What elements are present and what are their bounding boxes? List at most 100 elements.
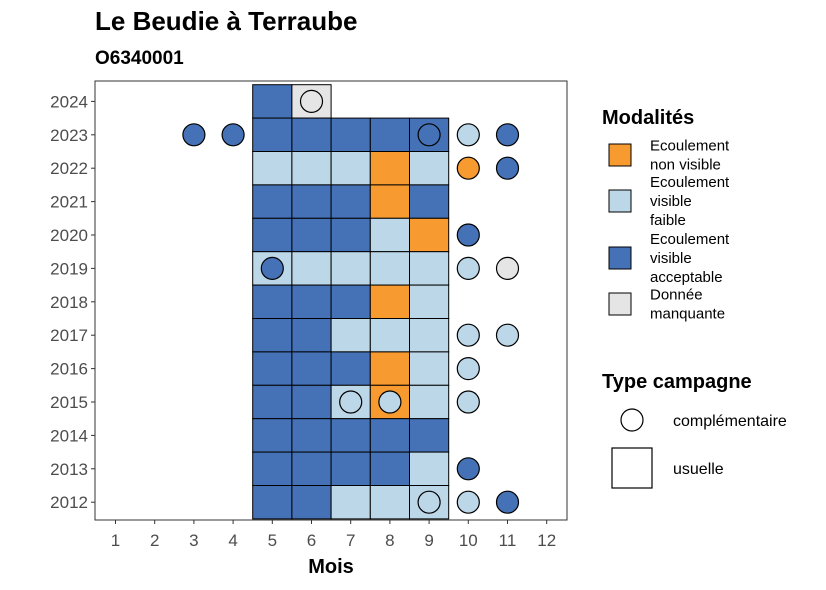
cell-2022-8 <box>369 151 410 186</box>
legend-label-faible-0: Ecoulement <box>650 174 730 191</box>
point-2012-11 <box>495 490 520 514</box>
cell-2018-9 <box>409 284 450 320</box>
x-tick-label-1: 1 <box>111 531 120 550</box>
x-tick-label-3: 3 <box>189 531 198 550</box>
point-2024-6 <box>299 89 324 114</box>
point-2023-4 <box>221 123 245 147</box>
point-2015-10 <box>456 390 480 414</box>
y-tick-label-2018: 2018 <box>50 293 88 312</box>
x-tick-label-2: 2 <box>150 531 159 550</box>
cell-2023-8 <box>369 117 410 152</box>
cell-2018-5 <box>252 284 293 320</box>
cell-2016-8 <box>369 351 410 386</box>
cell-2020-6 <box>291 217 332 253</box>
point-2017-10 <box>456 323 480 347</box>
y-tick-label-2020: 2020 <box>50 226 88 245</box>
y-tick-label-2019: 2019 <box>50 259 88 278</box>
legend-label-acceptable-0: Ecoulement <box>650 231 730 248</box>
cell-2020-9 <box>409 217 450 253</box>
legend-label-non_visible-1: non visible <box>650 157 721 174</box>
point-2023-9 <box>417 123 441 147</box>
cell-2022-9 <box>409 151 450 186</box>
cell-2017-7 <box>330 318 371 353</box>
legend-label-faible-1: visible <box>650 193 692 210</box>
cell-2021-9 <box>409 184 450 219</box>
cell-2013-9 <box>409 451 450 487</box>
point-2016-10 <box>456 357 480 381</box>
cell-2023-5 <box>252 117 293 152</box>
legend-label-complementaire: complémentaire <box>673 413 787 430</box>
cell-2017-9 <box>409 318 450 353</box>
point-2012-10 <box>456 490 480 514</box>
x-tick-label-11: 11 <box>499 531 517 550</box>
legend-type-campagne: Type campagne complémentaire usuelle <box>602 371 787 489</box>
point-2019-5 <box>260 256 284 280</box>
cell-2023-7 <box>330 117 371 152</box>
cell-2018-7 <box>330 284 371 320</box>
cell-2017-6 <box>291 318 332 353</box>
legend-label-acceptable-2: acceptable <box>650 269 723 286</box>
cell-2014-8 <box>369 418 410 453</box>
y-tick-label-2015: 2015 <box>50 393 88 412</box>
point-2023-11 <box>495 123 520 147</box>
legend-key-non_visible <box>608 143 632 167</box>
legend-type-title: Type campagne <box>602 371 752 393</box>
point-2022-10 <box>456 156 480 180</box>
cell-2018-8 <box>369 284 410 320</box>
point-2012-9 <box>417 490 441 514</box>
cell-2018-6 <box>291 284 332 320</box>
y-tick-label-2024: 2024 <box>50 92 88 111</box>
cell-2016-5 <box>252 351 293 386</box>
cell-2014-5 <box>252 418 293 453</box>
legend-modalites-title: Modalités <box>602 107 694 129</box>
legend-label-manquante-1: manquante <box>650 306 725 323</box>
x-tick-label-9: 9 <box>424 531 433 550</box>
x-tick-label-6: 6 <box>307 531 316 550</box>
y-tick-label-2023: 2023 <box>50 126 88 145</box>
cell-2013-6 <box>291 451 332 487</box>
point-2020-10 <box>456 223 480 247</box>
cell-2022-6 <box>291 151 332 186</box>
cell-2012-7 <box>330 485 371 520</box>
usuelle-cells <box>252 84 450 520</box>
y-tick-label-2017: 2017 <box>50 326 88 345</box>
plot-panel <box>94 80 568 521</box>
cell-2023-6 <box>291 117 332 152</box>
legend-label-manquante-0: Donnée <box>650 287 703 304</box>
cell-2013-8 <box>369 451 410 487</box>
point-2019-10 <box>456 256 480 280</box>
cell-2019-6 <box>291 251 332 286</box>
x-tick-label-10: 10 <box>459 531 478 550</box>
cell-2015-5 <box>252 384 293 420</box>
cell-2017-5 <box>252 318 293 353</box>
x-tick-label-7: 7 <box>346 531 355 550</box>
legend-key-faible <box>608 189 632 213</box>
cell-2021-5 <box>252 184 293 219</box>
cell-2020-8 <box>369 217 410 253</box>
cell-2021-7 <box>330 184 371 219</box>
legend-label-faible-2: faible <box>650 212 686 229</box>
cell-2019-7 <box>330 251 371 286</box>
legend-key-complementaire <box>620 408 644 432</box>
cell-2016-7 <box>330 351 371 386</box>
cell-2013-7 <box>330 451 371 487</box>
cell-2019-9 <box>409 251 450 286</box>
cell-2020-7 <box>330 217 371 253</box>
legend-label-usuelle: usuelle <box>673 461 724 478</box>
cell-2016-6 <box>291 351 332 386</box>
cell-2016-9 <box>409 351 450 386</box>
cell-2014-9 <box>409 418 450 453</box>
point-2019-11 <box>495 256 520 280</box>
y-axis: 2012 2013 2014 2015 2016 2017 2018 2019 2020 2021… <box>50 92 95 512</box>
cell-2020-5 <box>252 217 293 253</box>
point-2023-10 <box>456 123 480 147</box>
x-axis-title: Mois <box>308 556 354 578</box>
cell-2022-5 <box>252 151 293 186</box>
x-tick-label-4: 4 <box>228 531 237 550</box>
point-2013-10 <box>456 457 480 481</box>
point-2017-11 <box>495 323 520 347</box>
y-tick-label-2016: 2016 <box>50 360 88 379</box>
x-tick-label-12: 12 <box>537 531 556 550</box>
cell-2021-6 <box>291 184 332 219</box>
cell-2013-5 <box>252 451 293 487</box>
